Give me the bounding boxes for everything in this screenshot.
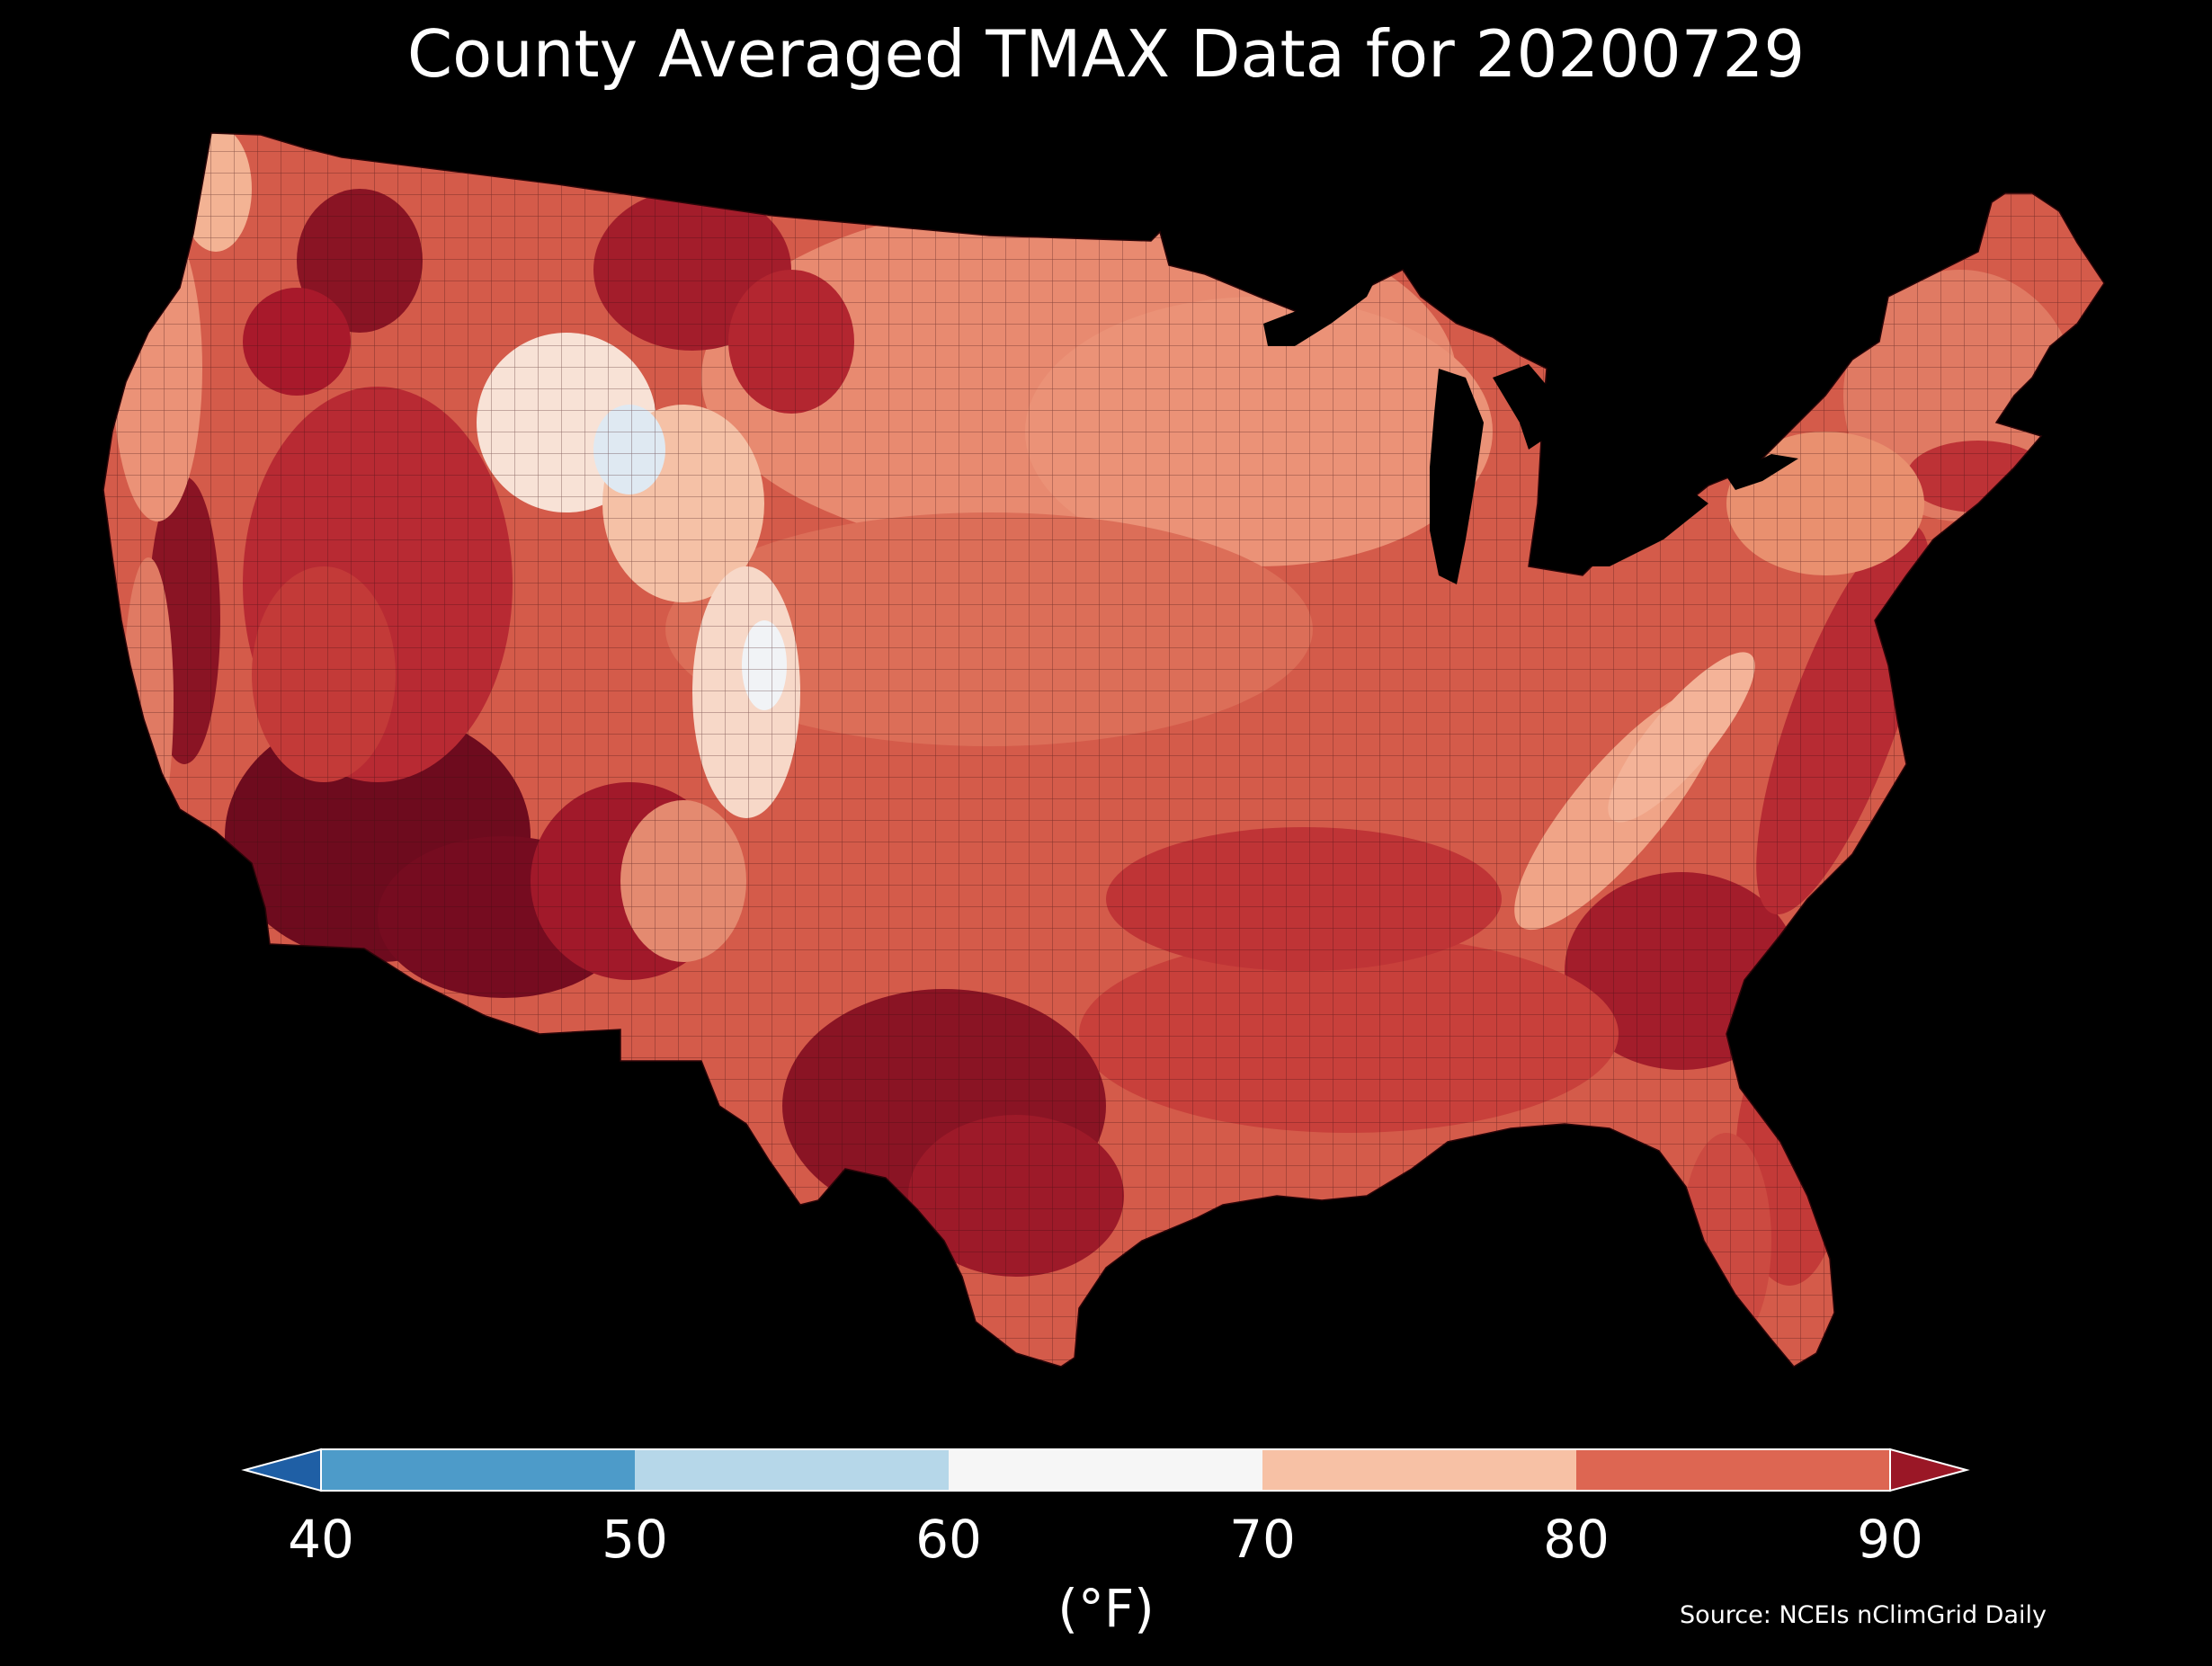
colorbar-tick-label: 80 <box>1543 1509 1610 1570</box>
colorbar-tick-label: 50 <box>602 1509 668 1570</box>
map-title: County Averaged TMAX Data for 20200729 <box>406 16 1806 92</box>
colorbar-tick-label: 70 <box>1229 1509 1296 1570</box>
colorbar-extend-low <box>241 1448 322 1492</box>
colorbar-bin <box>1262 1449 1577 1491</box>
colorbar-bin <box>321 1449 636 1491</box>
colorbar-frame <box>320 1448 1891 1492</box>
colorbar-bin <box>635 1449 950 1491</box>
colorbar-bin <box>1576 1449 1891 1491</box>
colorbar-tick-label: 40 <box>288 1509 354 1570</box>
colorbar-unit-label: (°F) <box>1057 1578 1155 1639</box>
colorbar-tick-label: 90 <box>1857 1509 1923 1570</box>
colorbar-extend-high <box>1889 1448 1970 1492</box>
colorbar-bin <box>949 1449 1263 1491</box>
great-lakes <box>1263 279 1798 584</box>
source-note: Source: NCEIs nClimGrid Daily <box>1680 1601 2047 1629</box>
colorbar-tick-label: 60 <box>915 1509 982 1570</box>
